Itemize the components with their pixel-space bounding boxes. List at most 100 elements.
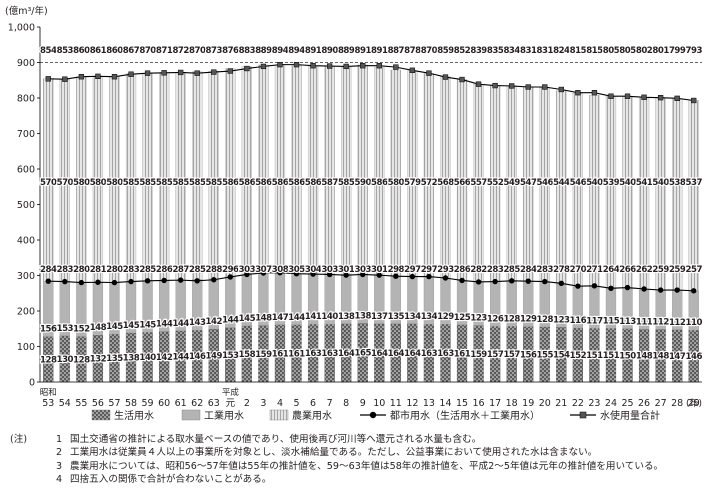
total-water-point — [78, 74, 85, 80]
urban-water-point — [343, 272, 349, 278]
total-value-label: 854 — [40, 46, 57, 56]
x-tick-label: 9 — [360, 398, 366, 409]
domestic-value-label: 161 — [288, 349, 305, 359]
domestic-value-label: 164 — [371, 349, 388, 359]
urban-value-label: 303 — [239, 265, 256, 275]
x-tick-label: 11 — [390, 398, 402, 409]
total-value-label: 889 — [255, 46, 272, 56]
total-value-label: 890 — [321, 46, 338, 56]
total-value-label: 894 — [288, 46, 305, 56]
industrial-value-label: 144 — [288, 313, 305, 323]
legend-label-industrial: 工業用水 — [204, 409, 244, 422]
total-value-label: 887 — [388, 46, 405, 56]
urban-water-point — [260, 270, 267, 276]
agricultural-value-label: 587 — [321, 178, 338, 188]
bar-agricultural — [589, 95, 600, 288]
x-tick-label: 12 — [406, 398, 418, 409]
urban-water-point — [409, 273, 416, 280]
industrial-value-label: 147 — [272, 313, 289, 323]
bar-agricultural — [622, 96, 633, 289]
industrial-value-label: 134 — [404, 312, 421, 322]
x-tick-label: 16 — [473, 398, 485, 409]
y-tick-label: 800 — [17, 94, 35, 105]
domestic-value-label: 142 — [156, 353, 173, 363]
total-water-point — [558, 86, 564, 93]
domestic-value-label: 146 — [189, 352, 206, 362]
domestic-value-label: 148 — [636, 352, 653, 362]
x-tick-label: 61 — [175, 398, 187, 409]
urban-water-line — [48, 272, 694, 292]
agricultural-value-label: 579 — [404, 178, 421, 188]
agricultural-value-label: 549 — [503, 178, 520, 188]
total-value-label: 805 — [619, 46, 636, 56]
total-water-line — [48, 64, 694, 102]
y-tick-label: 200 — [17, 307, 35, 318]
bar-agricultural — [672, 98, 683, 291]
x-tick-label: 60 — [158, 398, 170, 409]
bar-agricultural — [225, 68, 236, 277]
urban-water-point — [459, 277, 465, 284]
agricultural-value-label: 540 — [652, 178, 669, 188]
total-water-point — [509, 83, 515, 89]
bar-agricultural — [423, 73, 435, 277]
x-tick-label: 6 — [310, 398, 316, 409]
urban-value-label: 281 — [90, 265, 107, 275]
total-value-label: 867 — [123, 46, 140, 56]
y-tick-label: 0 — [29, 378, 35, 389]
total-water-point — [128, 71, 134, 77]
urban-water-point — [144, 278, 151, 284]
urban-water-point — [277, 269, 283, 276]
bar-agricultural — [407, 70, 418, 277]
total-water-point — [575, 90, 581, 96]
agricultural-value-label: 580 — [90, 178, 107, 188]
total-water-point — [608, 93, 614, 99]
urban-value-label: 285 — [139, 265, 156, 275]
x-tick-label: 63 — [208, 398, 220, 409]
urban-value-label: 264 — [603, 265, 620, 275]
domestic-value-label: 163 — [421, 349, 438, 359]
domestic-value-label: 158 — [239, 350, 256, 360]
total-water-point — [459, 76, 465, 83]
urban-value-label: 287 — [172, 265, 189, 275]
x-tick-label: 3 — [260, 398, 266, 409]
total-value-label: 859 — [437, 46, 454, 56]
industrial-value-label: 141 — [305, 312, 322, 322]
agricultural-value-label: 540 — [619, 178, 636, 188]
domestic-value-label: 148 — [652, 352, 669, 362]
urban-water-point — [575, 283, 581, 289]
domestic-value-label: 150 — [619, 351, 636, 361]
bar-agricultural — [208, 70, 219, 279]
total-value-label: 891 — [305, 46, 322, 56]
total-water-point — [144, 70, 151, 76]
y-tick-label: 1,000 — [8, 23, 35, 34]
bar-agricultural — [374, 66, 385, 276]
total-water-point — [360, 63, 366, 69]
total-water-point — [343, 63, 349, 70]
x-tick-label: 2 — [244, 398, 250, 409]
agricultural-value-label: 546 — [570, 178, 587, 188]
agricultural-value-label: 586 — [288, 178, 305, 188]
total-water-point — [442, 74, 449, 80]
agricultural-value-label: 546 — [537, 178, 554, 188]
total-water-point — [492, 82, 498, 89]
notes-head: (注) — [10, 434, 28, 445]
total-value-label: 871 — [156, 46, 173, 56]
urban-value-label: 303 — [354, 265, 371, 275]
urban-value-label: 305 — [288, 265, 305, 275]
urban-value-label: 284 — [520, 265, 537, 275]
x-tick-label: 58 — [125, 398, 137, 409]
x-tick-label: 28 — [671, 398, 683, 409]
urban-water-point — [360, 271, 366, 278]
domestic-value-label: 155 — [537, 350, 554, 360]
industrial-value-label: 110 — [685, 318, 702, 328]
agricultural-value-label: 570 — [57, 178, 74, 188]
legend-marker-urban — [369, 411, 377, 419]
domestic-value-label: 164 — [388, 349, 405, 359]
agricultural-value-label: 547 — [520, 178, 537, 188]
total-value-label: 870 — [421, 46, 438, 56]
total-value-label: 860 — [73, 46, 90, 56]
bar-agricultural — [291, 65, 302, 274]
x-tick-label: 26 — [638, 398, 650, 409]
agricultural-value-label: 541 — [636, 178, 653, 188]
total-water-point — [376, 63, 382, 69]
